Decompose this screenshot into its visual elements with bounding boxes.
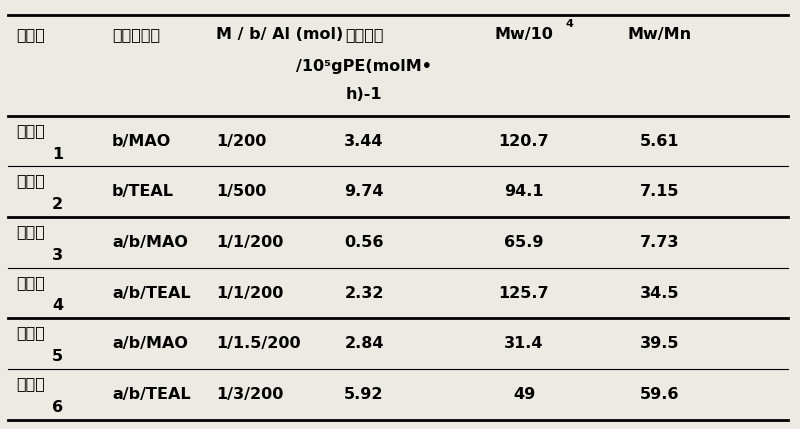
- Text: 65.9: 65.9: [504, 235, 544, 250]
- Text: 7.15: 7.15: [640, 184, 680, 199]
- Text: 实施例: 实施例: [16, 174, 45, 188]
- Text: 3.44: 3.44: [344, 134, 384, 148]
- Text: 实施例: 实施例: [16, 123, 45, 138]
- Text: Mw/Mn: Mw/Mn: [628, 27, 692, 42]
- Text: /10⁵gPE(molM•: /10⁵gPE(molM•: [296, 59, 432, 74]
- Text: 1/500: 1/500: [216, 184, 266, 199]
- Text: 聚合活性: 聚合活性: [345, 27, 383, 42]
- Text: 0.56: 0.56: [344, 235, 384, 250]
- Text: 2.84: 2.84: [344, 336, 384, 351]
- Text: 实施例: 实施例: [16, 275, 45, 290]
- Text: 1/200: 1/200: [216, 134, 266, 148]
- Text: 5.61: 5.61: [640, 134, 680, 148]
- Text: a/b/TEAL: a/b/TEAL: [112, 387, 190, 402]
- Text: 4: 4: [566, 18, 574, 29]
- Text: h)-1: h)-1: [346, 87, 382, 102]
- Text: 94.1: 94.1: [504, 184, 544, 199]
- Text: 39.5: 39.5: [640, 336, 680, 351]
- Text: 31.4: 31.4: [504, 336, 544, 351]
- Text: 3: 3: [52, 248, 63, 263]
- Text: 化市剂体系: 化市剂体系: [112, 27, 160, 42]
- Text: 1/1/200: 1/1/200: [216, 286, 283, 300]
- Text: 实施例: 实施例: [16, 224, 45, 239]
- Text: 2: 2: [52, 197, 63, 212]
- Text: 120.7: 120.7: [498, 134, 550, 148]
- Text: a/b/TEAL: a/b/TEAL: [112, 286, 190, 300]
- Text: 5: 5: [52, 349, 63, 364]
- Text: a/b/MAO: a/b/MAO: [112, 235, 188, 250]
- Text: 实施例: 实施例: [16, 27, 45, 42]
- Text: 4: 4: [52, 299, 63, 313]
- Text: 9.74: 9.74: [344, 184, 384, 199]
- Text: 59.6: 59.6: [640, 387, 680, 402]
- Text: 6: 6: [52, 400, 63, 414]
- Text: Mw/10: Mw/10: [494, 27, 554, 42]
- Text: 1: 1: [52, 147, 63, 161]
- Text: 5.92: 5.92: [344, 387, 384, 402]
- Text: b/MAO: b/MAO: [112, 134, 171, 148]
- Text: 2.32: 2.32: [344, 286, 384, 300]
- Text: 125.7: 125.7: [498, 286, 550, 300]
- Text: a/b/MAO: a/b/MAO: [112, 336, 188, 351]
- Text: 实施例: 实施例: [16, 326, 45, 340]
- Text: 1/1.5/200: 1/1.5/200: [216, 336, 301, 351]
- Text: 7.73: 7.73: [640, 235, 680, 250]
- Text: M / b/ Al (mol): M / b/ Al (mol): [216, 27, 343, 42]
- Text: 1/1/200: 1/1/200: [216, 235, 283, 250]
- Text: 49: 49: [513, 387, 535, 402]
- Text: 34.5: 34.5: [640, 286, 680, 300]
- Text: 实施例: 实施例: [16, 376, 45, 391]
- Text: 1/3/200: 1/3/200: [216, 387, 283, 402]
- Text: b/TEAL: b/TEAL: [112, 184, 174, 199]
